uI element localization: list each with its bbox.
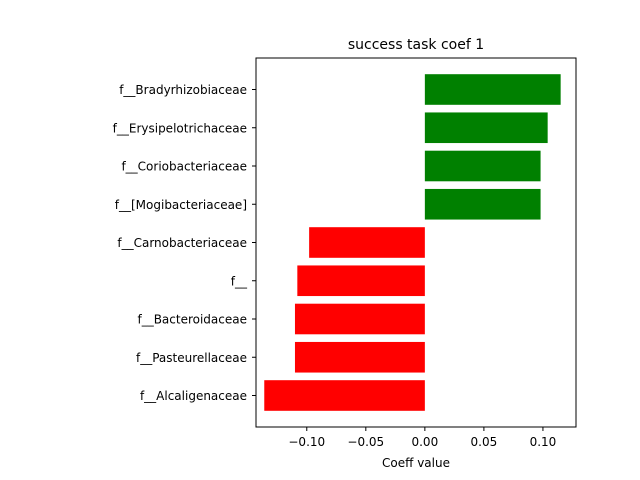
bar bbox=[424, 74, 561, 105]
y-tick-label: f__ bbox=[231, 274, 248, 288]
y-tick-label: f__Bradyrhizobiaceae bbox=[119, 83, 247, 97]
x-tick-label: −0.05 bbox=[347, 435, 384, 449]
y-tick-label: f__Bacteroidaceae bbox=[137, 313, 247, 327]
bar bbox=[424, 188, 541, 220]
bars-group bbox=[264, 74, 561, 411]
x-tick-label: 0.10 bbox=[530, 435, 557, 449]
x-tick-label: −0.10 bbox=[288, 435, 325, 449]
x-tick-label: 0.00 bbox=[411, 435, 438, 449]
bar bbox=[264, 380, 425, 411]
x-axis-ticks: −0.10 −0.05 0.00 0.05 0.10 bbox=[288, 427, 556, 449]
y-tick-label: f__Coriobacteriaceae bbox=[121, 160, 247, 174]
bar bbox=[297, 265, 425, 297]
x-tick-label: 0.05 bbox=[471, 435, 498, 449]
x-axis-label: Coeff value bbox=[382, 456, 450, 470]
y-tick-label: f__Carnobacteriaceae bbox=[117, 236, 247, 250]
y-tick-label: f__Pasteurellaceae bbox=[136, 351, 247, 365]
y-axis-ticks: f__Alcaligenaceae f__Pasteurellaceae f__Ba… bbox=[113, 83, 256, 403]
bar bbox=[424, 150, 541, 182]
bar bbox=[424, 112, 548, 144]
bar bbox=[309, 227, 425, 258]
bar bbox=[294, 341, 425, 373]
bar bbox=[294, 303, 425, 335]
y-tick-label: f__[Mogibacteriaceae] bbox=[115, 198, 247, 212]
y-tick-label: f__Erysipelotrichaceae bbox=[113, 121, 247, 135]
chart-title: success task coef 1 bbox=[348, 37, 484, 53]
y-tick-label: f__Alcaligenaceae bbox=[140, 389, 247, 403]
